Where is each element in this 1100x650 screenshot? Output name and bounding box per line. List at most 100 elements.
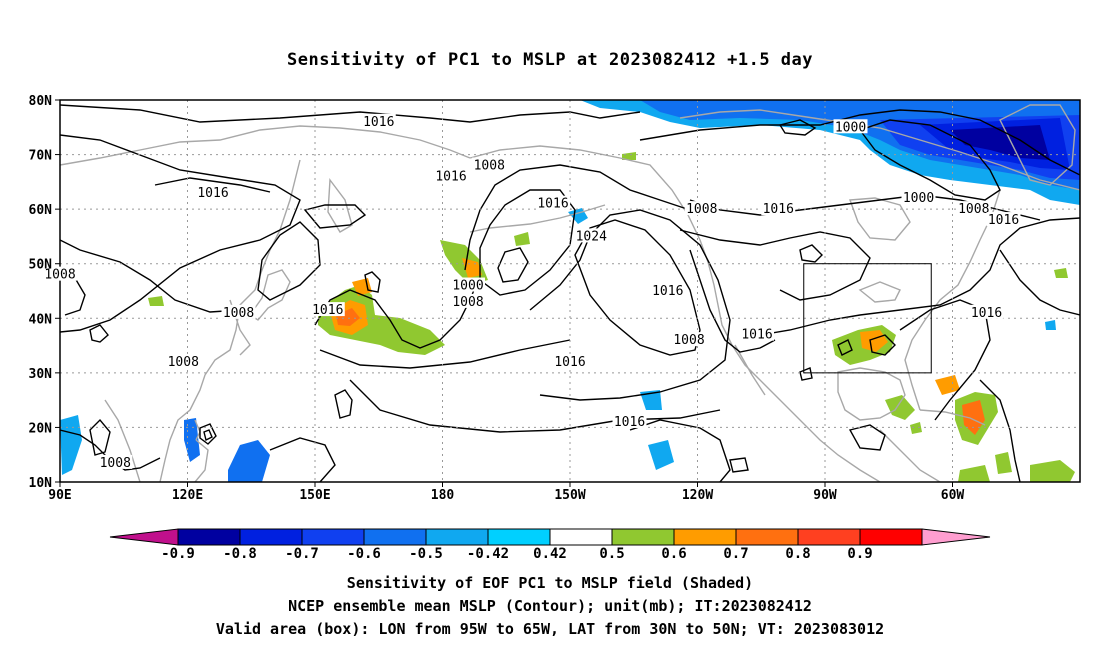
- colorbar-tick-label: 0.7: [723, 546, 748, 562]
- contour-1016: [679, 229, 871, 301]
- contour-label-background: [221, 304, 256, 319]
- contour-1008: [60, 239, 241, 313]
- colorbar-swatch: [549, 528, 613, 546]
- contour-1008: [639, 109, 1080, 176]
- sensitivity-shading: [60, 100, 1080, 482]
- contour-label: 1016: [614, 415, 645, 430]
- contour-label: 1024: [576, 229, 607, 244]
- contour-label: 1008: [223, 306, 254, 321]
- coastline-baja: [734, 344, 766, 396]
- coastline-north-america-west: [707, 261, 881, 482]
- contour-1016: [999, 249, 1080, 316]
- latitude-tick-label: 60N: [29, 203, 53, 218]
- contour-label-background: [451, 277, 485, 292]
- mslp-contours: [60, 104, 1080, 482]
- longitude-tick-label: 60W: [941, 488, 965, 503]
- contour-label: 1008: [44, 268, 75, 283]
- contour-1016: [269, 437, 336, 482]
- contour-label: 1016: [652, 284, 683, 299]
- contour-label-background: [472, 157, 507, 172]
- contour-label-background: [833, 119, 868, 134]
- negative-sensitivity-region: [184, 418, 200, 462]
- colorbar: -0.9 -0.8 -0.7 -0.6 -0.5 -0.42 0.42 0.5 0.6 0.7 0.…: [109, 528, 991, 562]
- colorbar-swatch: [239, 528, 303, 546]
- map-title: Sensitivity of PC1 to MSLP at 2023082412…: [286, 50, 813, 70]
- contour-1016: [799, 244, 823, 263]
- contour-1024: [574, 219, 701, 356]
- contour-1008: [479, 189, 576, 296]
- coastline-indochina: [104, 399, 141, 482]
- colorbar-min-triangle: [109, 528, 179, 546]
- contour-label: 1008: [686, 202, 717, 217]
- longitude-tick-label: 150W: [554, 488, 585, 503]
- longitude-tick-label: 90E: [48, 488, 71, 503]
- contour-1000: [497, 247, 529, 283]
- contour-label-background: [166, 353, 201, 368]
- contour-1016: [848, 424, 886, 451]
- colorbar-tick-label: -0.5: [409, 546, 443, 562]
- coastline-great-lakes: [858, 281, 901, 303]
- contour-label: 1016: [197, 186, 228, 201]
- contour-1008: [199, 423, 217, 445]
- colorbar-swatch: [301, 528, 365, 546]
- contour-label: 1008: [474, 158, 505, 173]
- colorbar-tick-label: -0.6: [347, 546, 381, 562]
- colorbar-swatch: [735, 528, 799, 546]
- contour-label-background: [310, 302, 345, 317]
- colorbar-swatch: [673, 528, 737, 546]
- contour-label-background: [451, 293, 485, 308]
- coastline-aleutians: [469, 204, 606, 233]
- colorbar-swatch: [177, 528, 241, 546]
- negative-sensitivity-region: [648, 440, 674, 470]
- contour-1016: [334, 389, 353, 419]
- latitude-tick-label: 70N: [29, 149, 53, 164]
- contour-1000: [778, 119, 817, 136]
- coastlines: [60, 104, 1080, 482]
- contour-1016: [303, 204, 367, 229]
- contour-label: 1016: [988, 213, 1019, 228]
- valid-area-box: [803, 263, 932, 374]
- contour-label: 1016: [971, 306, 1002, 321]
- longitude-tick-label: 180: [431, 488, 455, 503]
- colorbar-tick-label: 0.8: [785, 546, 810, 562]
- contour-label-background: [574, 228, 609, 243]
- coastline-asia: [60, 125, 471, 166]
- contour-label: 1008: [452, 295, 483, 310]
- negative-sensitivity-region: [60, 415, 82, 475]
- colorbar-max-triangle: [921, 528, 991, 546]
- contour-label-background: [612, 413, 647, 428]
- contour-label: 1000: [452, 279, 483, 294]
- caption-valid-area: Valid area (box): LON from 95W to 65W, L…: [215, 620, 885, 638]
- longitude-tick-label: 120W: [682, 488, 713, 503]
- contour-label: 1016: [435, 169, 466, 184]
- contour-1016: [729, 457, 749, 473]
- negative-sensitivity-region: [640, 390, 662, 410]
- colorbar-swatch: [611, 528, 675, 546]
- contour-1016: [529, 209, 731, 401]
- negative-sensitivity-region: [228, 440, 270, 482]
- positive-sensitivity-region: [910, 422, 922, 434]
- coastline-caribbean: [919, 409, 986, 426]
- contour-1016: [60, 104, 641, 123]
- contour-1016: [349, 379, 721, 433]
- contour-label: 1000: [835, 120, 866, 135]
- positive-sensitivity-region: [962, 400, 985, 435]
- longitude-tick-label: 90W: [813, 488, 837, 503]
- coastline-gulf-mexico: [837, 367, 906, 421]
- colorbar-tick-label: 0.42: [533, 546, 567, 562]
- colorbar-tick-label: -0.7: [285, 546, 319, 562]
- contour-label-background: [361, 113, 396, 128]
- colorbar-swatch: [425, 528, 489, 546]
- caption-shading: Sensitivity of EOF PC1 to MSLP field (Sh…: [346, 574, 754, 592]
- latitude-tick-label: 20N: [29, 421, 53, 436]
- positive-sensitivity-region: [622, 152, 636, 160]
- contour-label: 1008: [168, 355, 199, 370]
- latitude-tick-label: 10N: [29, 476, 53, 491]
- positive-sensitivity-region: [885, 395, 915, 420]
- positive-sensitivity-region: [1054, 268, 1068, 278]
- contour-label-background: [740, 326, 774, 341]
- contour-label-background: [969, 304, 1004, 319]
- contour-label-background: [434, 168, 468, 183]
